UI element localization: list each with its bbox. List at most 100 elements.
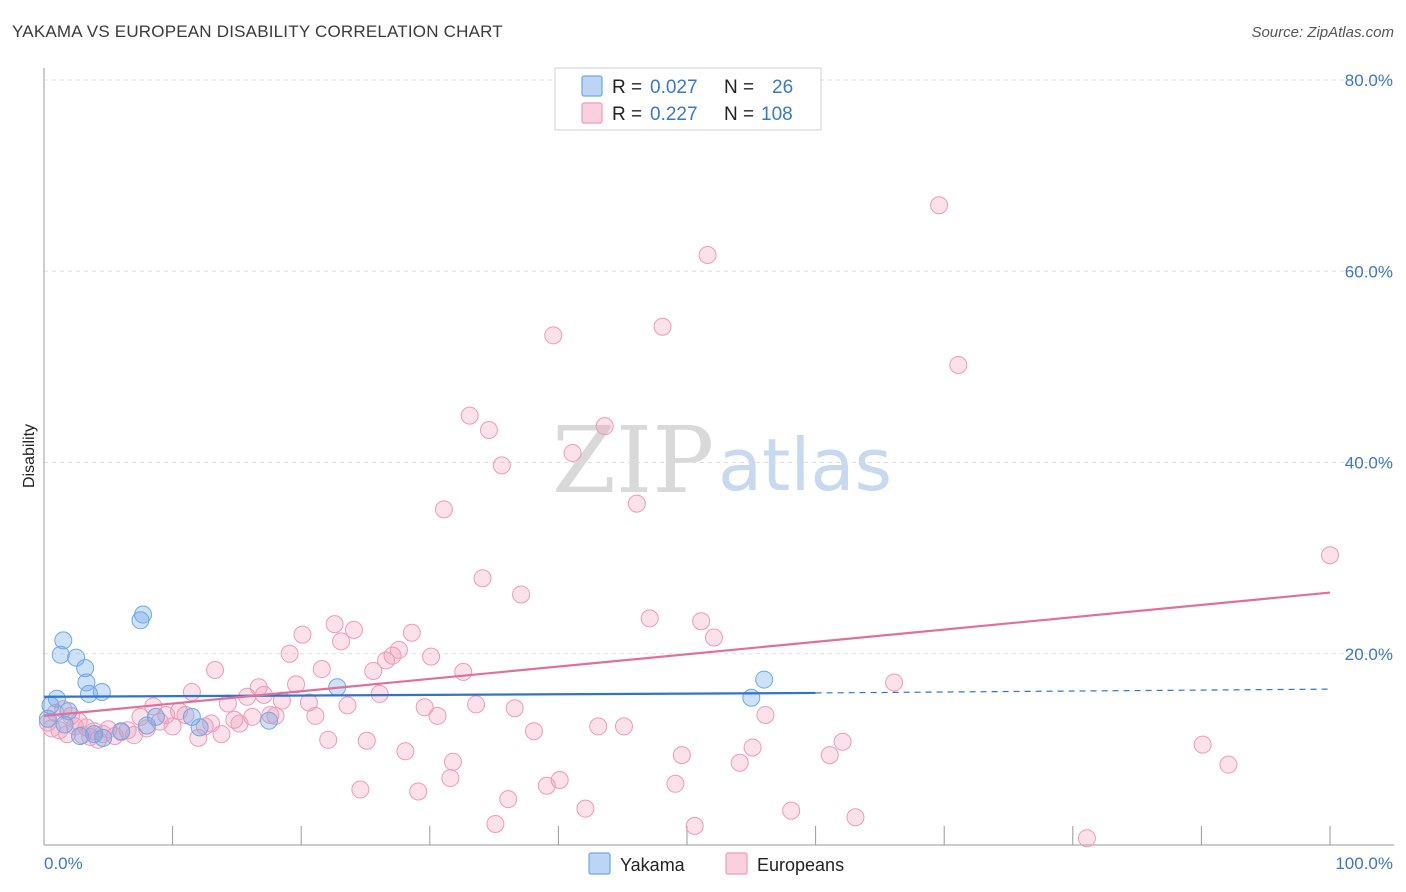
- x-ticks: [43, 826, 1331, 845]
- europeans-point-50: [319, 730, 338, 749]
- europeans-point-52: [332, 632, 351, 651]
- europeans-point-85: [563, 443, 582, 462]
- europeans-point-46: [293, 625, 312, 644]
- y-axis-label: Disability: [21, 424, 38, 488]
- europeans-point-87: [589, 717, 608, 736]
- europeans-point-65: [415, 698, 434, 717]
- europeans-point-45: [287, 675, 306, 694]
- yakama-point-24: [112, 722, 131, 741]
- europeans-point-48: [306, 706, 325, 725]
- yakama-point-21: [38, 709, 57, 728]
- yakama-point-20: [755, 670, 774, 689]
- europeans-point-68: [434, 500, 453, 519]
- europeans-point-33: [212, 725, 231, 744]
- europeans-point-74: [473, 569, 492, 588]
- europeans-point-56: [357, 731, 376, 750]
- bottom-legend-swatch-europeans: [725, 852, 748, 875]
- yakama-trend-line: [43, 691, 816, 698]
- europeans-point-106: [885, 673, 904, 692]
- europeans-point-80: [512, 585, 531, 604]
- europeans-point-73: [467, 695, 486, 714]
- legend-n-label-2: N =: [724, 104, 754, 125]
- yakama-point-4: [59, 702, 78, 721]
- x-tick-label-1: 100.0%: [1335, 854, 1393, 873]
- europeans-point-102: [782, 801, 801, 820]
- legend-n-value-1: 26: [772, 77, 793, 98]
- grid-lines: [44, 79, 1394, 655]
- yakama-point-16: [190, 718, 209, 737]
- yakama-trend-extension: [815, 688, 1331, 694]
- europeans-point-61: [389, 640, 408, 659]
- europeans-trend-line: [43, 591, 1331, 718]
- europeans-point-110: [1193, 735, 1212, 754]
- europeans-point-28: [182, 683, 201, 701]
- y-tick-labels: 20.0% 40.0% 60.0% 80.0%: [1345, 71, 1393, 664]
- yakama-point-25: [55, 715, 74, 734]
- x-tick-labels: 0.0% 100.0%: [44, 854, 1393, 873]
- correlation-legend: R = 0.027 N = 26 R = 0.227 N = 108: [554, 67, 822, 131]
- europeans-point-62: [396, 742, 415, 761]
- europeans-point-51: [325, 615, 344, 634]
- yakama-point-2: [51, 645, 70, 664]
- legend-r-value-1: 0.027: [650, 77, 698, 98]
- bottom-legend-swatch-yakama: [588, 852, 611, 875]
- watermark-atlas: atlas: [718, 423, 892, 507]
- europeans-point-49: [312, 660, 331, 679]
- europeans-point-108: [949, 355, 968, 374]
- trend-lines: [43, 591, 1331, 718]
- europeans-point-55: [351, 780, 370, 799]
- source-credit: Source: ZipAtlas.com: [1251, 24, 1394, 41]
- europeans-point-32: [206, 661, 225, 680]
- europeans-point-41: [261, 705, 280, 724]
- europeans-point-89: [614, 717, 633, 736]
- chart-title: YAKAMA VS EUROPEAN DISABILITY CORRELATIO…: [12, 22, 503, 41]
- europeans-point-103: [820, 746, 839, 765]
- europeans-point-78: [499, 790, 518, 809]
- series-legend: Yakama Europeans: [588, 852, 844, 875]
- bottom-legend-label-europeans: Europeans: [757, 855, 844, 875]
- europeans-point-69: [441, 769, 460, 788]
- europeans-point-98: [705, 628, 724, 647]
- europeans-point-66: [422, 647, 441, 666]
- yakama-point-22: [71, 726, 90, 745]
- legend-swatch-europeans: [581, 102, 603, 124]
- europeans-point-77: [492, 456, 511, 475]
- x-tick-label-0: 0.0%: [44, 854, 83, 873]
- europeans-point-90: [627, 494, 646, 513]
- europeans-point-71: [454, 662, 473, 681]
- y-tick-label-2: 60.0%: [1345, 262, 1393, 281]
- europeans-point-96: [692, 612, 711, 631]
- europeans-point-92: [653, 317, 672, 336]
- europeans-point-27: [176, 705, 195, 724]
- europeans-point-112: [1321, 546, 1339, 565]
- bottom-legend-label-yakama: Yakama: [620, 855, 686, 875]
- europeans-point-81: [524, 722, 543, 741]
- europeans-point-70: [443, 752, 462, 771]
- europeans-point-88: [595, 417, 614, 436]
- legend-swatch-yakama: [581, 75, 603, 97]
- y-tick-label-0: 20.0%: [1345, 645, 1393, 664]
- europeans-point-91: [640, 609, 659, 628]
- yakama-point-17: [260, 711, 279, 730]
- europeans-point-84: [550, 770, 569, 789]
- europeans-point-95: [685, 816, 704, 835]
- europeans-point-14: [94, 725, 113, 744]
- yakama-point-19: [742, 688, 761, 707]
- europeans-point-83: [544, 326, 563, 345]
- europeans-point-53: [338, 696, 357, 715]
- yakama-point-6: [76, 659, 95, 678]
- yakama-point-12: [134, 605, 153, 624]
- europeans-point-67: [428, 706, 447, 725]
- legend-n-value-2: 108: [761, 104, 793, 125]
- yakama-point-10: [94, 728, 113, 747]
- europeans-point-93: [666, 774, 685, 793]
- yakama-point-15: [182, 707, 201, 726]
- yakama-point-23: [85, 725, 104, 744]
- europeans-point-97: [698, 245, 717, 264]
- europeans-point-58: [370, 684, 389, 703]
- yakama-point-5: [67, 648, 86, 667]
- europeans-point-99: [730, 753, 749, 772]
- series-europeans: [38, 196, 1339, 848]
- europeans-point-105: [846, 808, 865, 827]
